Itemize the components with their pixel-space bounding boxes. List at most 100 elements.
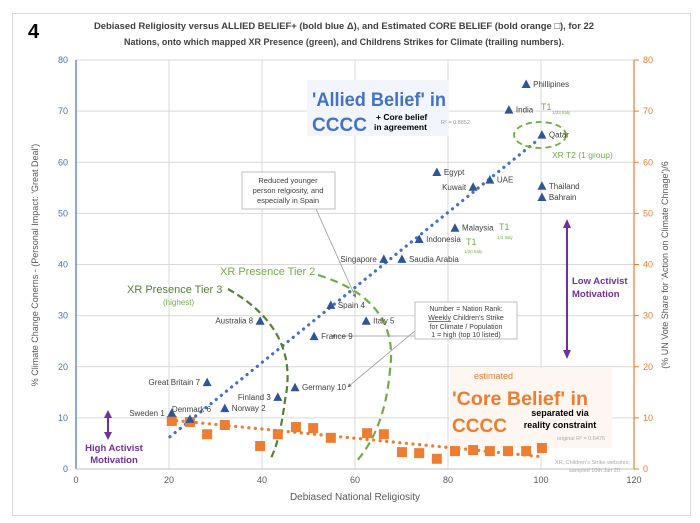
point-label: Germany 10: [302, 383, 347, 392]
point-label: Kuwait: [442, 183, 467, 192]
core-belief-square: [166, 415, 177, 426]
core-belief-square: [378, 429, 389, 440]
y2-tick-label: 60: [643, 157, 653, 167]
core-belief-square: [202, 429, 213, 440]
y2-tick-label: 70: [643, 106, 653, 116]
allied-r2: R² = 0.8852: [441, 120, 470, 126]
core-belief-square: [308, 423, 319, 434]
core-belief-title: 'Core Belief' in: [452, 389, 588, 410]
spain-note-line1: Reduced younger: [258, 176, 318, 185]
xr-tier3-arc: [227, 288, 289, 459]
point-label: Qatar: [549, 131, 569, 140]
t1-malaysia: T1: [499, 222, 510, 232]
y-tick-label: 70: [58, 106, 68, 116]
rank-note-line3: for Climate / Population: [430, 324, 503, 331]
chart-title-line2: Nations, onto which mapped XR Presence (…: [124, 37, 564, 48]
t1-indonesia-sub: 1/20 Italy: [464, 249, 483, 254]
spain-callout-line: [315, 208, 357, 298]
core-belief-square: [290, 422, 301, 433]
allied-belief-triangle: [255, 316, 265, 325]
y-axis-label: % Climate Change Conerns - (Personal Imp…: [30, 144, 40, 387]
data-marks: Phillipines India Qatar Egypt Kuwait UAE Thail…: [129, 79, 580, 464]
allied-belief-triangle: [379, 254, 389, 263]
x-tick-label: 80: [443, 475, 453, 485]
allied-sub-line1: + Core belief: [376, 112, 427, 122]
y2-tick-label: 20: [643, 362, 653, 372]
t1-india: T1: [541, 102, 552, 112]
point-label: Egypt: [444, 168, 465, 177]
spain-note-line3: especially in Spain: [257, 196, 319, 205]
rank-note-line2: Weekly Children's Strike: [428, 315, 504, 322]
y2-tick-label: 80: [643, 55, 653, 65]
core-belief-square: [414, 448, 425, 459]
allied-belief-triangle: [450, 223, 460, 232]
low-activist-line2: Motivation: [572, 289, 620, 300]
qatar-xr-ellipse: [513, 121, 567, 149]
point-label: France 9: [321, 332, 353, 341]
spain-note-line2: person relgiosity, and: [253, 186, 324, 195]
core-belief-square: [536, 443, 547, 454]
x-tick-label: 120: [626, 475, 641, 485]
y2-axis-label: (% UN Vote Share for 'Action on Climate …: [660, 161, 670, 369]
y-tick-label: 60: [58, 157, 68, 167]
trendline-allied: [168, 137, 541, 439]
core-belief-box: [450, 368, 612, 448]
xr-tier2-arc: [317, 273, 393, 464]
point-label: Spain 4: [338, 301, 366, 310]
rank-note-line2-rest: Children's Strike: [451, 315, 504, 322]
allied-belief-triangle: [485, 175, 495, 184]
low-activist-line1: Low Activist: [572, 276, 628, 287]
y-tick-label: 30: [58, 311, 68, 321]
source-line2: sampled 10th Jan 20: [569, 468, 620, 474]
core-belief-square: [255, 440, 266, 451]
y-tick-label: 0: [63, 464, 68, 474]
x-tick-label: 60: [350, 475, 360, 485]
trendline-core: [168, 418, 544, 459]
allied-sub-line2: in agreement: [374, 122, 427, 132]
allied-belief-triangle: [167, 408, 177, 417]
t1-india-sub: 1/33 Italy: [552, 110, 571, 115]
allied-belief-triangle: [273, 392, 283, 401]
trendlines: [168, 137, 544, 459]
x-tick-label: 100: [533, 475, 548, 485]
allied-belief-triangle: [361, 316, 371, 325]
point-label: Bahrain: [549, 193, 577, 202]
y-tick-label: 40: [58, 260, 68, 270]
core-r2: original R² = 0.6476: [557, 436, 605, 442]
point-label: Denmark 6: [172, 405, 212, 414]
allied-belief-triangle: [537, 181, 547, 190]
y-tick-label: 50: [58, 208, 68, 218]
allied-belief-box: [307, 80, 449, 136]
rank-note-line4: 1 = high (top 10 listed): [431, 332, 500, 339]
core-belief-square: [325, 432, 336, 443]
high-activist-line2: Motivation: [90, 455, 138, 466]
xr-t2-qatar: XR T2 (1 group): [552, 150, 613, 160]
y-tick-label: 20: [58, 362, 68, 372]
high-activist-line1: High Activist: [85, 443, 144, 454]
rank-callout-line-germany: [347, 329, 417, 388]
allied-belief-triangle: [309, 331, 319, 341]
allied-belief-triangle: [537, 130, 547, 139]
y-tick-label: 80: [58, 55, 68, 65]
chart-title-line1: Debiased Religiosity versus ALLIED BELIE…: [94, 21, 594, 32]
core-estimated-label: estimated: [474, 371, 513, 381]
allied-belief-triangle: [397, 254, 407, 263]
point-label: Phillipines: [533, 80, 569, 89]
point-label: Great Britain 7: [149, 378, 201, 387]
core-belief-square: [272, 429, 283, 440]
grid: 0 20 40 60 80 100 1200102030405060708001020304…: [58, 55, 653, 485]
xr-tier2-label: XR Presence Tier 2: [220, 266, 315, 278]
core-belief-square: [431, 453, 442, 464]
x-tick-label: 0: [73, 475, 78, 485]
core-belief-square: [396, 447, 407, 458]
core-belief-square: [484, 446, 495, 457]
core-belief-square: [362, 428, 373, 439]
allied-belief-triangle: [202, 377, 212, 387]
allied-belief-triangle: [414, 234, 424, 243]
t1-indonesia: T1: [466, 237, 477, 247]
allied-belief-triangle: [432, 167, 442, 176]
xr-tier3-sub: (highest): [163, 298, 194, 307]
point-label: Singapore: [340, 255, 377, 264]
point-label: UAE: [497, 176, 513, 185]
